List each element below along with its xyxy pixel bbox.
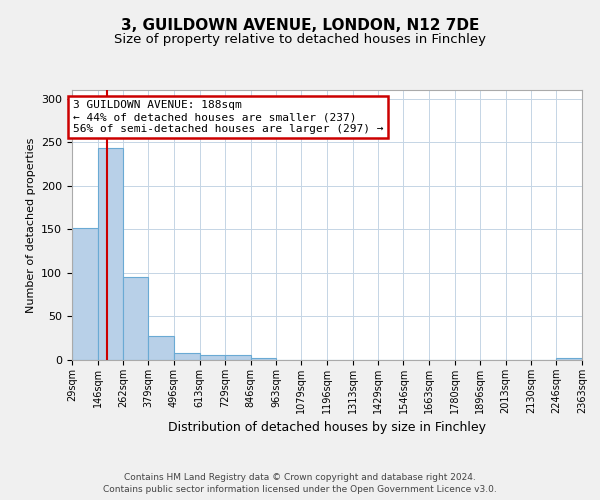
Bar xyxy=(148,336,174,360)
Text: Contains HM Land Registry data © Crown copyright and database right 2024.: Contains HM Land Registry data © Crown c… xyxy=(124,472,476,482)
Bar xyxy=(225,355,251,360)
Bar xyxy=(200,355,225,360)
Text: Size of property relative to detached houses in Finchley: Size of property relative to detached ho… xyxy=(114,32,486,46)
Bar xyxy=(174,353,200,360)
Bar xyxy=(123,278,148,360)
Bar xyxy=(72,228,98,360)
Text: 3, GUILDOWN AVENUE, LONDON, N12 7DE: 3, GUILDOWN AVENUE, LONDON, N12 7DE xyxy=(121,18,479,32)
Bar xyxy=(556,358,582,360)
Text: 3 GUILDOWN AVENUE: 188sqm
← 44% of detached houses are smaller (237)
56% of semi: 3 GUILDOWN AVENUE: 188sqm ← 44% of detac… xyxy=(73,100,383,134)
Bar xyxy=(98,148,123,360)
Y-axis label: Number of detached properties: Number of detached properties xyxy=(26,138,35,312)
Bar xyxy=(251,358,276,360)
Text: Contains public sector information licensed under the Open Government Licence v3: Contains public sector information licen… xyxy=(103,485,497,494)
X-axis label: Distribution of detached houses by size in Finchley: Distribution of detached houses by size … xyxy=(168,422,486,434)
